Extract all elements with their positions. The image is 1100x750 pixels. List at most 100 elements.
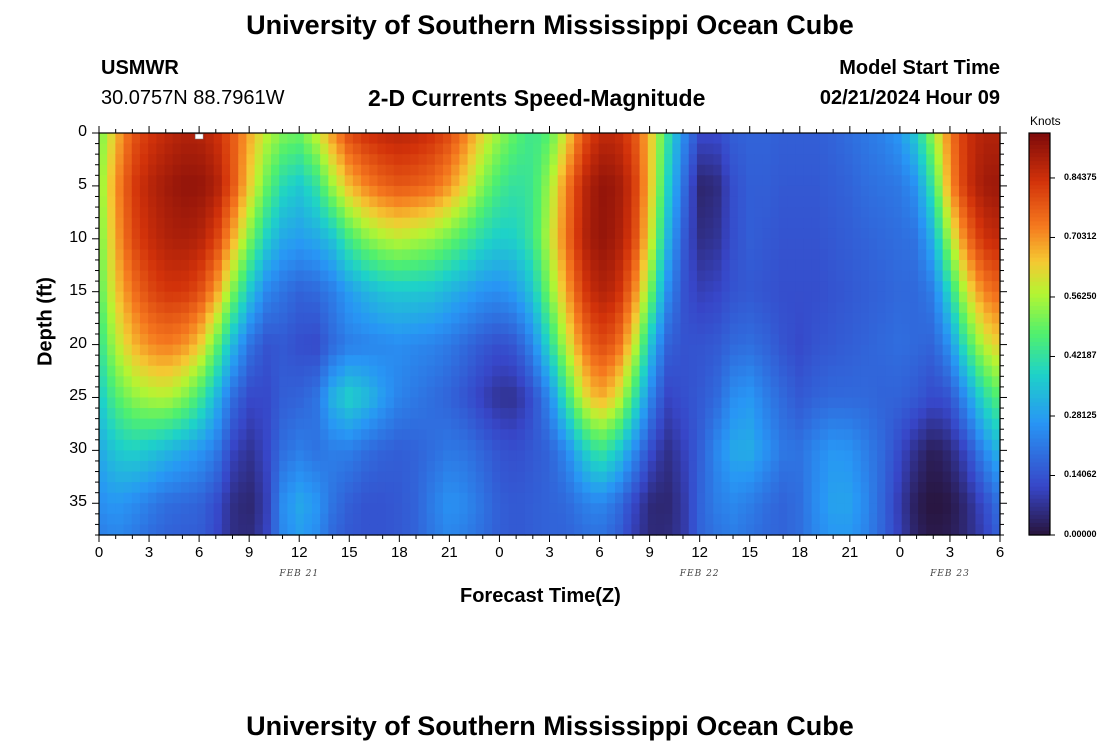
heatmap-cell (172, 281, 182, 293)
heatmap-cell (574, 492, 583, 504)
heatmap-cell (483, 143, 493, 155)
colorbar-cell (1029, 354, 1050, 359)
heatmap-cell (647, 344, 657, 356)
heatmap-cell (434, 143, 444, 155)
heatmap-cell (852, 207, 862, 219)
heatmap-cell (361, 429, 370, 441)
heatmap-cell (189, 355, 198, 367)
heatmap-cell (516, 281, 526, 293)
heatmap-cell (328, 344, 338, 356)
heatmap-cell (696, 397, 706, 409)
heatmap-cell (754, 133, 764, 145)
heatmap-cell (483, 185, 493, 198)
heatmap-cell (557, 302, 567, 314)
heatmap-cell (107, 492, 116, 504)
heatmap-cell (590, 450, 600, 462)
heatmap-cell (729, 312, 739, 325)
heatmap-cell (377, 408, 387, 420)
heatmap-cell (664, 207, 673, 219)
heatmap-cell (246, 302, 256, 314)
colorbar-cell (1029, 386, 1050, 391)
heatmap-cell (885, 291, 895, 303)
heatmap-cell (246, 386, 256, 399)
colorbar-cell (1029, 245, 1050, 251)
heatmap-cell (287, 217, 297, 229)
heatmap-cell (606, 312, 616, 325)
heatmap-cell (483, 291, 493, 303)
heatmap-cell (328, 460, 338, 473)
heatmap-cell (582, 133, 592, 145)
heatmap-cell (328, 365, 338, 377)
heatmap-cell (516, 217, 526, 229)
heatmap-cell (623, 133, 633, 145)
heatmap-cell (500, 344, 510, 356)
heatmap-cell (418, 365, 428, 377)
heatmap-cell (639, 270, 649, 282)
heatmap-cell (860, 143, 870, 155)
heatmap-cell (320, 238, 329, 250)
heatmap-cell (393, 281, 403, 293)
heatmap-cell (189, 185, 198, 198)
heatmap-cell (844, 291, 854, 303)
heatmap-cell (336, 334, 346, 346)
heatmap-cell (541, 492, 551, 504)
heatmap-cell (631, 334, 641, 346)
heatmap-cell (860, 164, 870, 176)
heatmap-cell (852, 386, 862, 399)
heatmap-cell (279, 334, 288, 346)
heatmap-cell (680, 460, 690, 473)
heatmap-cell (189, 207, 198, 219)
heatmap-cell (426, 228, 436, 240)
heatmap-cell (942, 238, 952, 250)
heatmap-cell (967, 429, 977, 441)
heatmap-cell (426, 355, 436, 367)
heatmap-cell (811, 133, 821, 145)
heatmap-cell (320, 429, 329, 441)
heatmap-cell (483, 397, 493, 409)
heatmap-cell (705, 418, 714, 430)
heatmap-cell (213, 207, 223, 219)
heatmap-cell (213, 154, 223, 166)
heatmap-cell (721, 408, 731, 420)
heatmap-cell (729, 482, 739, 494)
heatmap-cell (549, 249, 559, 261)
heatmap-cell (737, 418, 747, 430)
heatmap-cell (680, 418, 690, 430)
heatmap-cell (705, 334, 714, 346)
heatmap-cell (393, 408, 403, 420)
heatmap-cell (508, 249, 518, 261)
colorbar-cell (1029, 241, 1050, 247)
heatmap-cell (451, 312, 460, 325)
heatmap-cell (754, 513, 764, 526)
heatmap-cell (492, 270, 501, 282)
heatmap-cell (672, 450, 682, 462)
heatmap-cell (975, 482, 985, 494)
heatmap-cell (574, 418, 583, 430)
heatmap-cell (352, 154, 362, 166)
heatmap-cell (574, 334, 583, 346)
heatmap-cell (295, 503, 305, 515)
heatmap-cell (213, 164, 223, 176)
heatmap-cell (467, 259, 477, 272)
heatmap-cell (279, 207, 288, 219)
heatmap-cell (852, 408, 862, 420)
heatmap-cell (803, 270, 813, 282)
heatmap-cell (893, 513, 903, 526)
heatmap-cell (655, 503, 665, 515)
heatmap-cell (156, 386, 166, 399)
heatmap-cell (189, 471, 198, 483)
heatmap-cell (99, 217, 108, 229)
heatmap-cell (631, 217, 641, 229)
heatmap-cell (492, 386, 501, 399)
heatmap-cell (795, 376, 805, 388)
heatmap-cell (189, 482, 198, 494)
heatmap-cell (868, 228, 878, 240)
heatmap-cell (443, 249, 452, 261)
heatmap-cell (271, 249, 280, 261)
heatmap-cell (664, 291, 673, 303)
heatmap-cell (647, 133, 657, 145)
heatmap-cell (164, 217, 174, 229)
heatmap-cell (99, 429, 108, 441)
heatmap-cell (369, 259, 379, 272)
heatmap-cell (287, 249, 297, 261)
